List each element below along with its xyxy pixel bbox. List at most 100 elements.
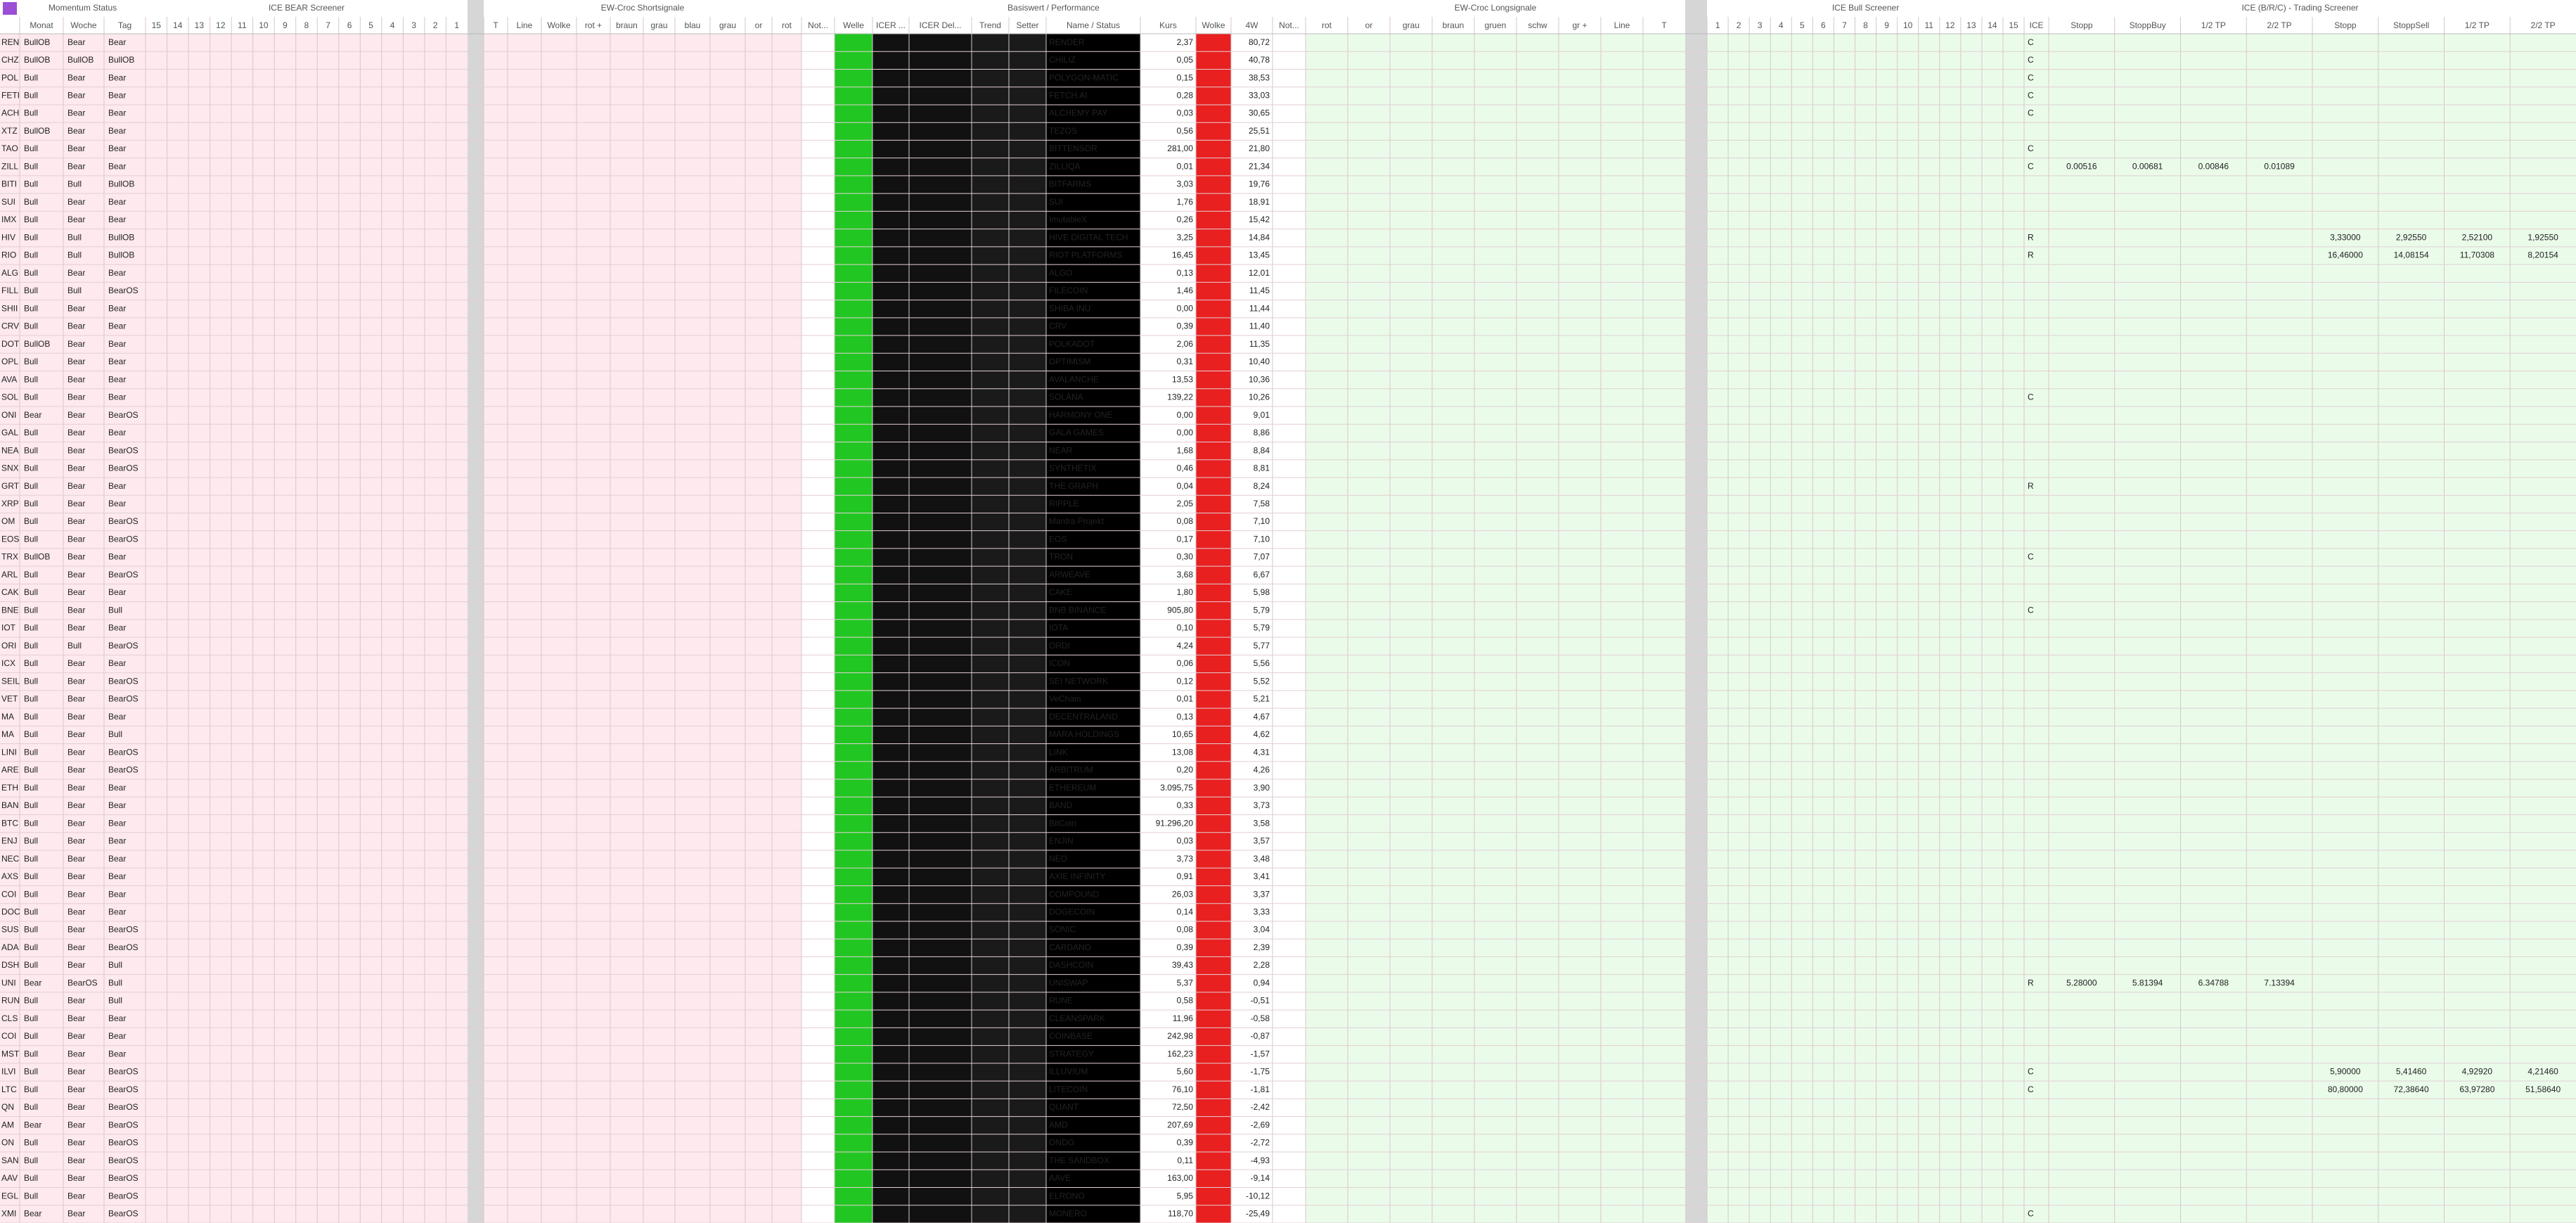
ticker: ICX xyxy=(1,658,15,668)
trade-level: 5.81394 xyxy=(2132,978,2163,987)
ice-signal: C xyxy=(2028,108,2034,118)
column-header: 4 xyxy=(390,20,395,30)
perf-4w: 21,80 xyxy=(1249,143,1270,153)
momentum-status: BullOB xyxy=(108,232,134,242)
name-col xyxy=(1046,34,1140,1223)
momentum-status: Bull xyxy=(24,143,38,153)
momentum-status: Bear xyxy=(67,570,85,580)
ticker: MA xyxy=(1,729,14,739)
ticker: IOT xyxy=(1,623,16,633)
price: 16,45 xyxy=(1172,250,1193,260)
price: 0,08 xyxy=(1177,516,1194,526)
momentum-status: Bull xyxy=(24,250,38,260)
welle-col xyxy=(835,34,872,1223)
momentum-status: BullOB xyxy=(24,37,50,47)
ticker: BTC xyxy=(1,818,18,828)
momentum-status: Bear xyxy=(67,410,85,420)
price: 0,56 xyxy=(1177,126,1194,136)
column-header: 2 xyxy=(1737,20,1741,30)
column-header: Not... xyxy=(1279,20,1299,30)
column-header: Setter xyxy=(1016,20,1038,30)
price: 13,08 xyxy=(1172,747,1193,757)
perf-4w: -0,87 xyxy=(1251,1031,1270,1041)
asset-name: QUANT xyxy=(1049,1102,1079,1112)
price: 162,23 xyxy=(1167,1049,1193,1058)
perf-4w: -2,72 xyxy=(1251,1138,1270,1148)
momentum-status: Bear xyxy=(67,214,85,224)
asset-name: GALA GAMES xyxy=(1049,428,1104,437)
asset-name: CHILIZ xyxy=(1049,55,1076,65)
asset-name: SOLANA xyxy=(1049,392,1083,402)
momentum-status: Bear xyxy=(67,268,85,278)
momentum-status: BearOS xyxy=(108,925,139,935)
momentum-status: Bear xyxy=(67,1102,85,1112)
ticker: NEA xyxy=(1,445,19,455)
momentum-status: Bear xyxy=(67,729,85,739)
perf-4w: 40,78 xyxy=(1249,55,1270,65)
asset-name: CRV xyxy=(1049,321,1067,331)
price: 0,15 xyxy=(1177,72,1194,82)
momentum-status: Bull xyxy=(24,286,38,295)
momentum-status: Bear xyxy=(67,783,85,793)
momentum-status: Bear xyxy=(108,374,126,384)
price: 905,80 xyxy=(1167,605,1193,615)
column-header: gruen xyxy=(1485,20,1507,30)
perf-4w: 3,57 xyxy=(1254,836,1270,846)
ticker: ZILL xyxy=(1,161,18,171)
ticker: SEIL xyxy=(1,676,20,686)
momentum-status: Bull xyxy=(24,357,38,366)
ticker: BAN xyxy=(1,800,19,810)
column-header: 2 xyxy=(433,20,438,30)
asset-name: THE GRAPH xyxy=(1049,481,1098,491)
momentum-status: Bull xyxy=(67,641,82,651)
price: 2,06 xyxy=(1177,339,1194,349)
ticker: VET xyxy=(1,694,18,704)
momentum-status: Bull xyxy=(24,818,38,828)
asset-name: COINBASE xyxy=(1049,1031,1093,1041)
momentum-status: Bear xyxy=(108,818,126,828)
momentum-status: BullOB xyxy=(108,250,134,260)
momentum-status: Bear xyxy=(67,623,85,633)
momentum-status: Bear xyxy=(67,339,85,349)
momentum-status: Bear xyxy=(67,871,85,881)
trade-level: 5,41460 xyxy=(2396,1067,2427,1077)
momentum-status: Bull xyxy=(24,1049,38,1058)
perf-4w: 2,28 xyxy=(1254,960,1270,970)
ticker: CRV xyxy=(1,321,19,331)
column-header: 2/2 TP xyxy=(2267,20,2292,30)
column-header: 10 xyxy=(259,20,269,30)
price: 76,10 xyxy=(1172,1084,1193,1094)
momentum-status: Bull xyxy=(24,179,38,189)
price: 1,80 xyxy=(1177,587,1194,597)
ice-signal: C xyxy=(2028,552,2034,562)
ticker: EGL xyxy=(1,1191,18,1200)
menu-button[interactable] xyxy=(3,2,17,15)
ice-signal: C xyxy=(2028,1084,2034,1094)
momentum-status: Bull xyxy=(24,161,38,171)
momentum-status: Bull xyxy=(24,214,38,224)
trade-level: 80,80000 xyxy=(2328,1084,2363,1094)
price: 4,24 xyxy=(1177,641,1194,651)
ticker: ARE xyxy=(1,765,19,775)
perf-4w: -0,51 xyxy=(1251,996,1270,1006)
wolke-col xyxy=(1196,34,1231,1223)
price: 1,76 xyxy=(1177,197,1194,207)
momentum-status: Bear xyxy=(67,37,85,47)
momentum-status: BearOS xyxy=(108,641,139,651)
sep-col xyxy=(468,0,484,1223)
asset-name: SYNTHETIX xyxy=(1049,463,1096,473)
asset-name: ONDO xyxy=(1049,1138,1074,1148)
price: 5,95 xyxy=(1177,1191,1194,1200)
asset-name: SEI NETWORK xyxy=(1049,676,1108,686)
ticker: ILVI xyxy=(1,1067,15,1077)
momentum-status: BearOS xyxy=(108,1191,139,1200)
momentum-status: Bear xyxy=(67,605,85,615)
momentum-status: Bull xyxy=(24,712,38,722)
momentum-status: Bear xyxy=(108,552,126,562)
column-header: 8 xyxy=(304,20,309,30)
column-header: 5 xyxy=(1800,20,1805,30)
asset-name: AMD xyxy=(1049,1120,1068,1129)
perf-4w: -1,57 xyxy=(1251,1049,1270,1058)
momentum-status: Bear xyxy=(67,587,85,597)
column-header: or xyxy=(1365,20,1373,30)
